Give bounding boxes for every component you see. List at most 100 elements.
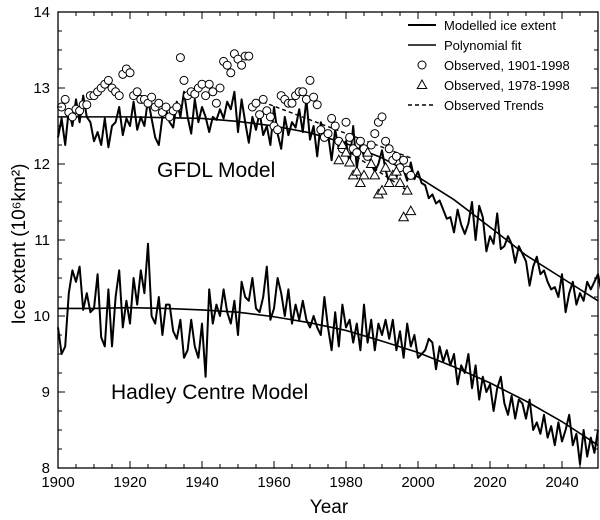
x-tick-label: 1900 — [41, 474, 74, 491]
x-tick-label: 1920 — [113, 474, 146, 491]
observed-triangle-point — [397, 211, 410, 222]
observed-circle-point — [406, 170, 416, 180]
observed-triangle-point — [383, 176, 395, 187]
observed-circle-point — [258, 94, 268, 104]
observed-circle-point — [341, 117, 351, 127]
axes-layer: 1900 1920 1940 1960 1980 2000 2020 2040 8 9 10 11 12… — [33, 4, 599, 491]
observed-points-layer — [57, 49, 417, 222]
y-tick-label: 14 — [33, 4, 50, 21]
x-tick-label: 1980 — [329, 474, 362, 491]
observed-circle-point — [255, 110, 265, 120]
observed-circle-point — [179, 75, 189, 85]
gfdl-model-label: GFDL Model — [157, 159, 275, 182]
x-tick-label: 1960 — [257, 474, 290, 491]
observed-circle-point — [237, 60, 247, 70]
observed-circle-point — [309, 92, 319, 102]
observed-circle-point — [67, 112, 77, 122]
observed-circle-point — [287, 98, 297, 108]
legend-item-modelled-ice-extent: Modelled ice extent — [408, 18, 556, 33]
observed-triangle-point — [340, 146, 352, 157]
observed-circle-point — [226, 68, 236, 78]
y-tick-label: 11 — [34, 232, 50, 249]
observed-circle-point — [82, 100, 92, 110]
legend-label: Modelled ice extent — [444, 18, 556, 33]
observed-circle-point — [125, 68, 135, 78]
observed-circle-point — [244, 51, 254, 61]
observed-triangle-point — [354, 176, 367, 187]
legend-item-observed-trends: Observed Trends — [408, 98, 544, 113]
hadley-model-label: Hadley Centre Model — [111, 381, 308, 404]
x-tick-label: 2020 — [473, 474, 506, 491]
x-tick-label: 2000 — [401, 474, 434, 491]
observed-circle-point — [298, 87, 308, 97]
observed-circle-point — [211, 98, 221, 108]
observed-triangle-point — [401, 184, 413, 195]
observed-circle-point — [147, 92, 157, 102]
observed-circle-point — [175, 53, 185, 63]
observed-circle-point — [204, 79, 214, 89]
observed-circle-point — [222, 60, 232, 70]
observed-circle-point — [399, 155, 409, 165]
observed-circle-point — [201, 91, 211, 101]
observed-circle-point — [345, 132, 355, 142]
observed-circle-point — [370, 129, 380, 139]
observed-circle-point — [251, 98, 261, 108]
legend-item-observed-1901-1998: Observed, 1901-1998 — [417, 58, 570, 73]
observed-triangle-point — [343, 156, 356, 167]
observed-triangle-point — [361, 146, 374, 157]
observed-circle-point — [172, 102, 182, 112]
y-tick-label: 13 — [33, 80, 50, 97]
legend-label: Observed, 1901-1998 — [444, 58, 570, 73]
observed-circle-point — [384, 144, 394, 154]
observed-circle-point — [377, 112, 387, 122]
y-tick-label: 9 — [42, 384, 50, 401]
observed-circle-point — [103, 75, 113, 85]
legend-triangle-swatch — [416, 78, 428, 89]
observed-triangle-point — [369, 169, 381, 180]
observed-circle-point — [316, 125, 326, 135]
y-axis-title: Ice extent (10⁶km²) — [9, 164, 30, 325]
observed-circle-point — [312, 100, 322, 110]
observed-circle-point — [154, 98, 164, 108]
observed-circle-point — [323, 129, 333, 139]
observed-circle-point — [114, 91, 124, 101]
observed-circle-point — [327, 113, 337, 123]
observed-circle-point — [208, 87, 218, 97]
observed-triangle-point — [333, 154, 345, 165]
legend-label: Polynomial fit — [444, 38, 522, 53]
observed-circle-point — [265, 112, 275, 122]
x-tick-label: 2040 — [545, 474, 578, 491]
observed-circle-point — [273, 125, 283, 135]
observed-triangle-point — [379, 161, 392, 172]
y-tick-label: 8 — [42, 460, 50, 477]
y-tick-label: 10 — [33, 308, 50, 325]
observed-circle-point — [355, 136, 365, 146]
legend-label: Observed, 1978-1998 — [444, 78, 570, 93]
observed-circle-point — [60, 94, 70, 104]
observed-triangle-point — [390, 165, 403, 176]
observed-circle-point — [161, 102, 171, 112]
observed-triangle-point — [365, 157, 377, 168]
observed-triangle-point — [358, 169, 370, 180]
observed-circle-point — [391, 151, 401, 161]
x-axis-title: Year — [310, 497, 349, 518]
legend-item-observed-1978-1998: Observed, 1978-1998 — [416, 78, 570, 93]
observed-triangle-point — [405, 205, 417, 216]
observed-circle-point — [366, 140, 376, 150]
observed-circle-point — [132, 87, 142, 97]
polynomial-fit-gfdl-model — [58, 116, 599, 302]
y-tick-label: 12 — [33, 156, 50, 173]
observed-circle-point — [330, 121, 340, 131]
observed-triangle-point — [336, 138, 349, 149]
text-layer: GFDL Model Hadley Centre Model Year Ice … — [9, 159, 349, 518]
observed-circle-point — [352, 148, 362, 158]
observed-triangle-point — [394, 176, 406, 187]
observed-circle-point — [215, 83, 225, 93]
x-tick-label: 1940 — [185, 474, 218, 491]
modelled-line-hadley-centre-model — [57, 242, 599, 466]
observed-triangle-point — [351, 165, 363, 176]
observed-triangle-point — [376, 184, 388, 195]
modelled-ice-extent-layer — [57, 90, 600, 466]
